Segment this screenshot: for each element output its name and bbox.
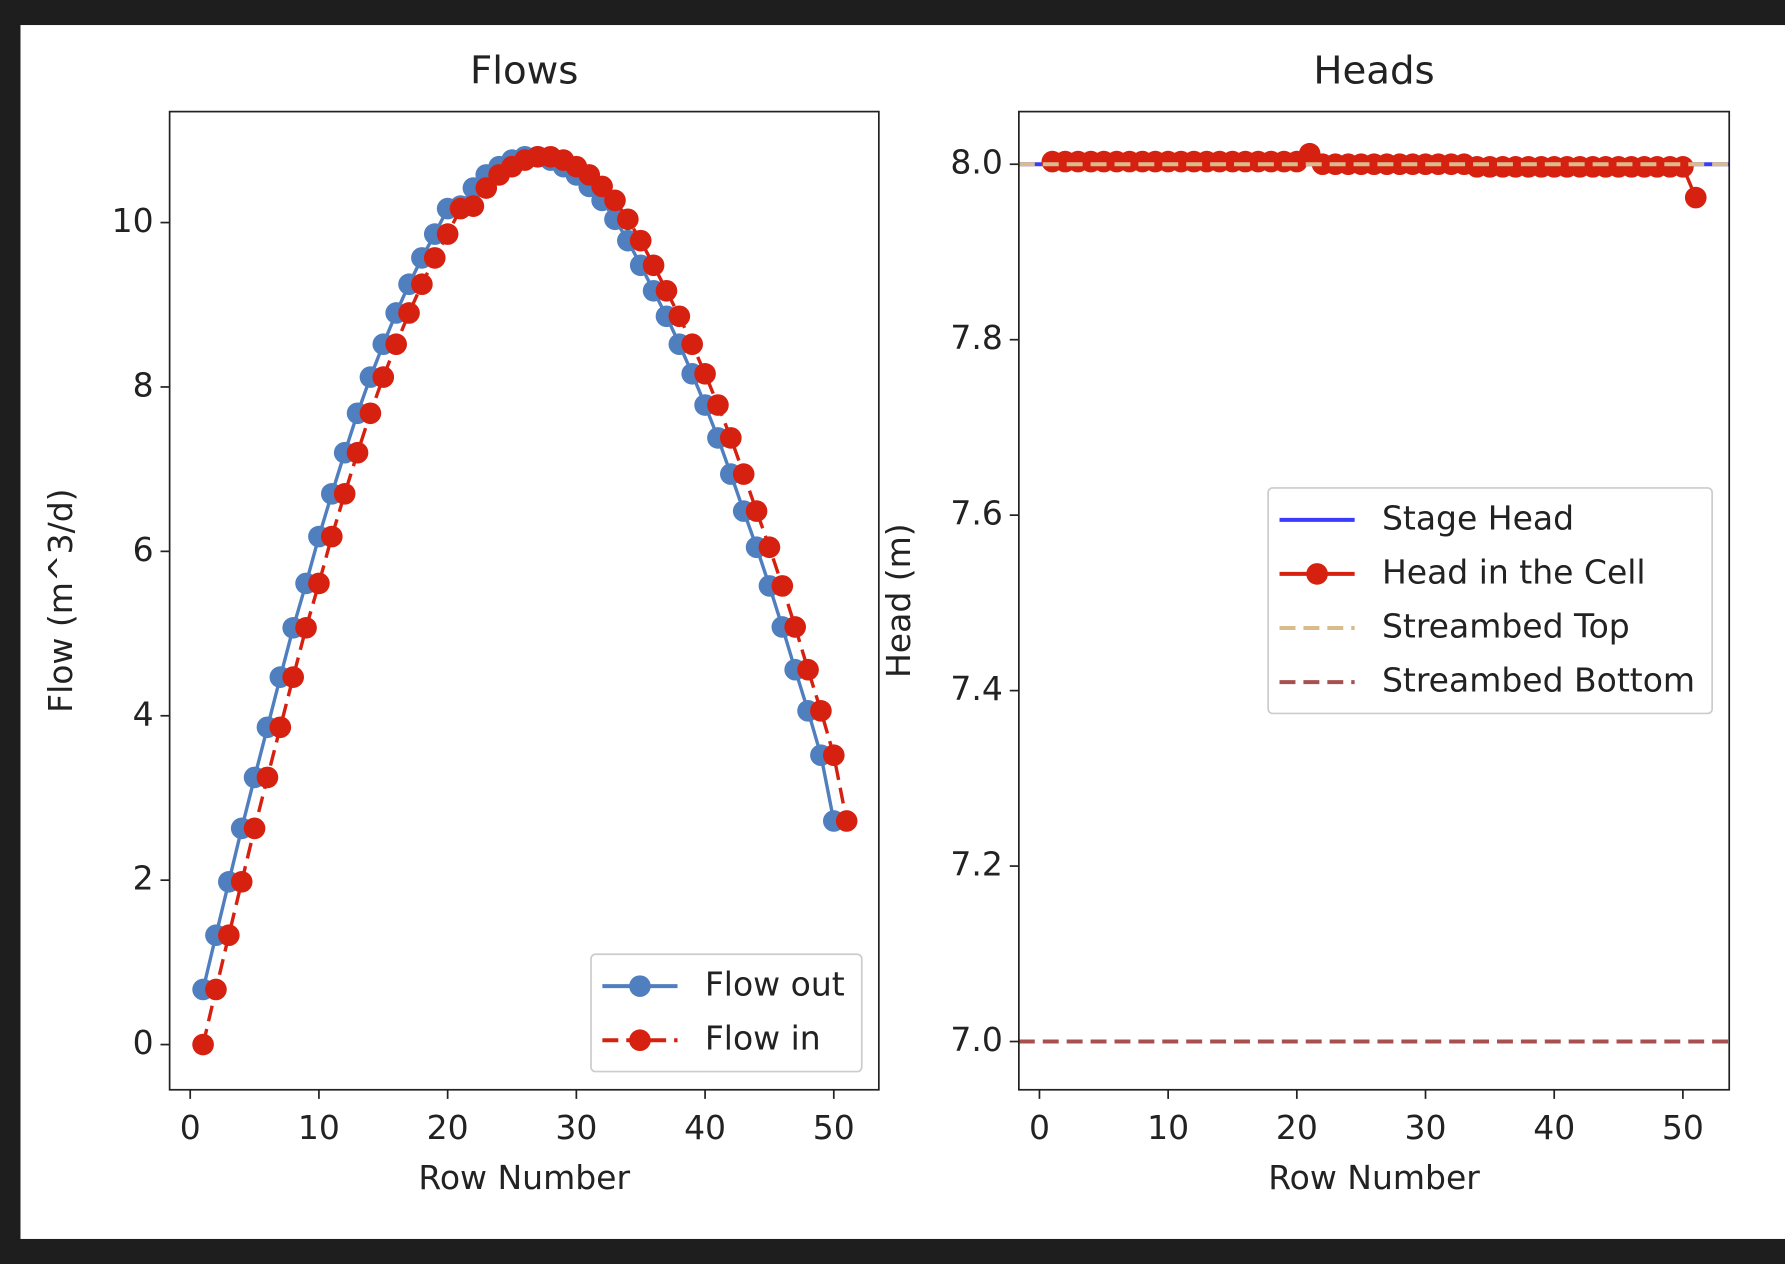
y-axis-label: Flow (m^3/d) [41, 488, 80, 712]
data-point [758, 536, 781, 559]
data-point [333, 483, 356, 505]
data-point [797, 658, 819, 681]
data-point [732, 463, 755, 485]
data-point [462, 195, 485, 217]
y-tick-label: 8 [133, 365, 154, 404]
data-point [784, 616, 806, 638]
x-tick-label: 20 [1276, 1108, 1318, 1147]
data-point [629, 229, 652, 252]
x-tick-label: 50 [1662, 1108, 1704, 1147]
legend: Flow out Flow in [590, 953, 863, 1073]
data-point [269, 716, 292, 739]
data-point [642, 254, 665, 277]
legend-marker [1306, 563, 1328, 585]
y-tick-label: 2 [133, 859, 154, 898]
legend-label: Streambed Bottom [1382, 661, 1695, 700]
legend-marker [629, 975, 651, 997]
legend: Stage Head Head in the Cell Streambed Top S… [1267, 487, 1713, 715]
data-point [707, 394, 729, 416]
chart-title: Heads [1313, 48, 1434, 93]
legend-label: Flow in [705, 1019, 821, 1058]
y-tick-label: 6 [133, 530, 154, 569]
data-point [243, 817, 266, 840]
legend-label: Head in the Cell [1382, 552, 1646, 591]
legend-label: Flow out [705, 965, 845, 1004]
x-tick-label: 0 [1029, 1108, 1050, 1147]
data-point [436, 223, 459, 245]
legend-label: Streambed Top [1382, 607, 1630, 646]
x-tick-label: 10 [298, 1108, 340, 1147]
x-tick-label: 40 [1533, 1108, 1575, 1147]
data-point [810, 700, 832, 722]
y-tick-label: 7.6 [950, 494, 1002, 533]
data-point [745, 500, 768, 522]
data-point [320, 525, 343, 548]
data-point [230, 870, 253, 893]
x-tick-label: 0 [180, 1108, 201, 1147]
data-point [256, 766, 279, 789]
data-point [423, 247, 446, 269]
data-point [835, 810, 858, 832]
y-tick-label: 7.8 [950, 318, 1002, 357]
legend-label: Stage Head [1382, 498, 1574, 537]
y-tick-label: 7.2 [950, 845, 1002, 884]
data-point [720, 427, 742, 449]
data-point [771, 575, 794, 597]
data-point [1684, 186, 1707, 209]
legend-marker [629, 1029, 651, 1052]
x-tick-label: 30 [555, 1108, 597, 1147]
data-point [282, 666, 305, 688]
data-point [308, 572, 330, 595]
data-point [591, 175, 613, 198]
data-point [694, 362, 716, 385]
data-point [681, 333, 704, 356]
data-point [385, 333, 407, 356]
data-point [192, 1033, 214, 1056]
data-point [617, 208, 639, 231]
legend-box [1267, 487, 1713, 715]
y-tick-label: 0 [133, 1023, 154, 1062]
y-tick-label: 7.0 [950, 1020, 1002, 1059]
data-point [1672, 156, 1694, 178]
data-point [411, 273, 433, 296]
data-point [359, 402, 382, 425]
data-point [604, 189, 626, 212]
y-axis-label: Head (m) [879, 523, 918, 678]
chart-title: Flows [470, 48, 578, 93]
data-point [372, 366, 395, 388]
data-point [668, 305, 691, 328]
data-point [218, 924, 240, 947]
data-point [398, 302, 420, 324]
data-point [655, 279, 678, 302]
x-axis-label: Row Number [1268, 1158, 1480, 1197]
x-tick-label: 10 [1147, 1108, 1189, 1147]
data-point [346, 441, 369, 464]
y-tick-label: 8.0 [950, 143, 1002, 182]
axes-frame [1018, 110, 1731, 1091]
x-axis-label: Row Number [418, 1158, 630, 1197]
x-tick-label: 50 [813, 1108, 855, 1147]
x-tick-label: 40 [684, 1108, 726, 1147]
data-point [822, 744, 845, 767]
data-point [205, 978, 227, 1001]
plot-area [1018, 142, 1730, 1044]
data-point [295, 616, 317, 639]
x-tick-label: 30 [1405, 1108, 1447, 1147]
y-tick-label: 7.4 [950, 669, 1002, 708]
axes-frame [168, 110, 880, 1091]
y-tick-label: 4 [133, 694, 154, 733]
y-tick-label: 10 [112, 201, 154, 240]
plot-area [192, 145, 858, 1056]
x-tick-label: 20 [427, 1108, 469, 1147]
